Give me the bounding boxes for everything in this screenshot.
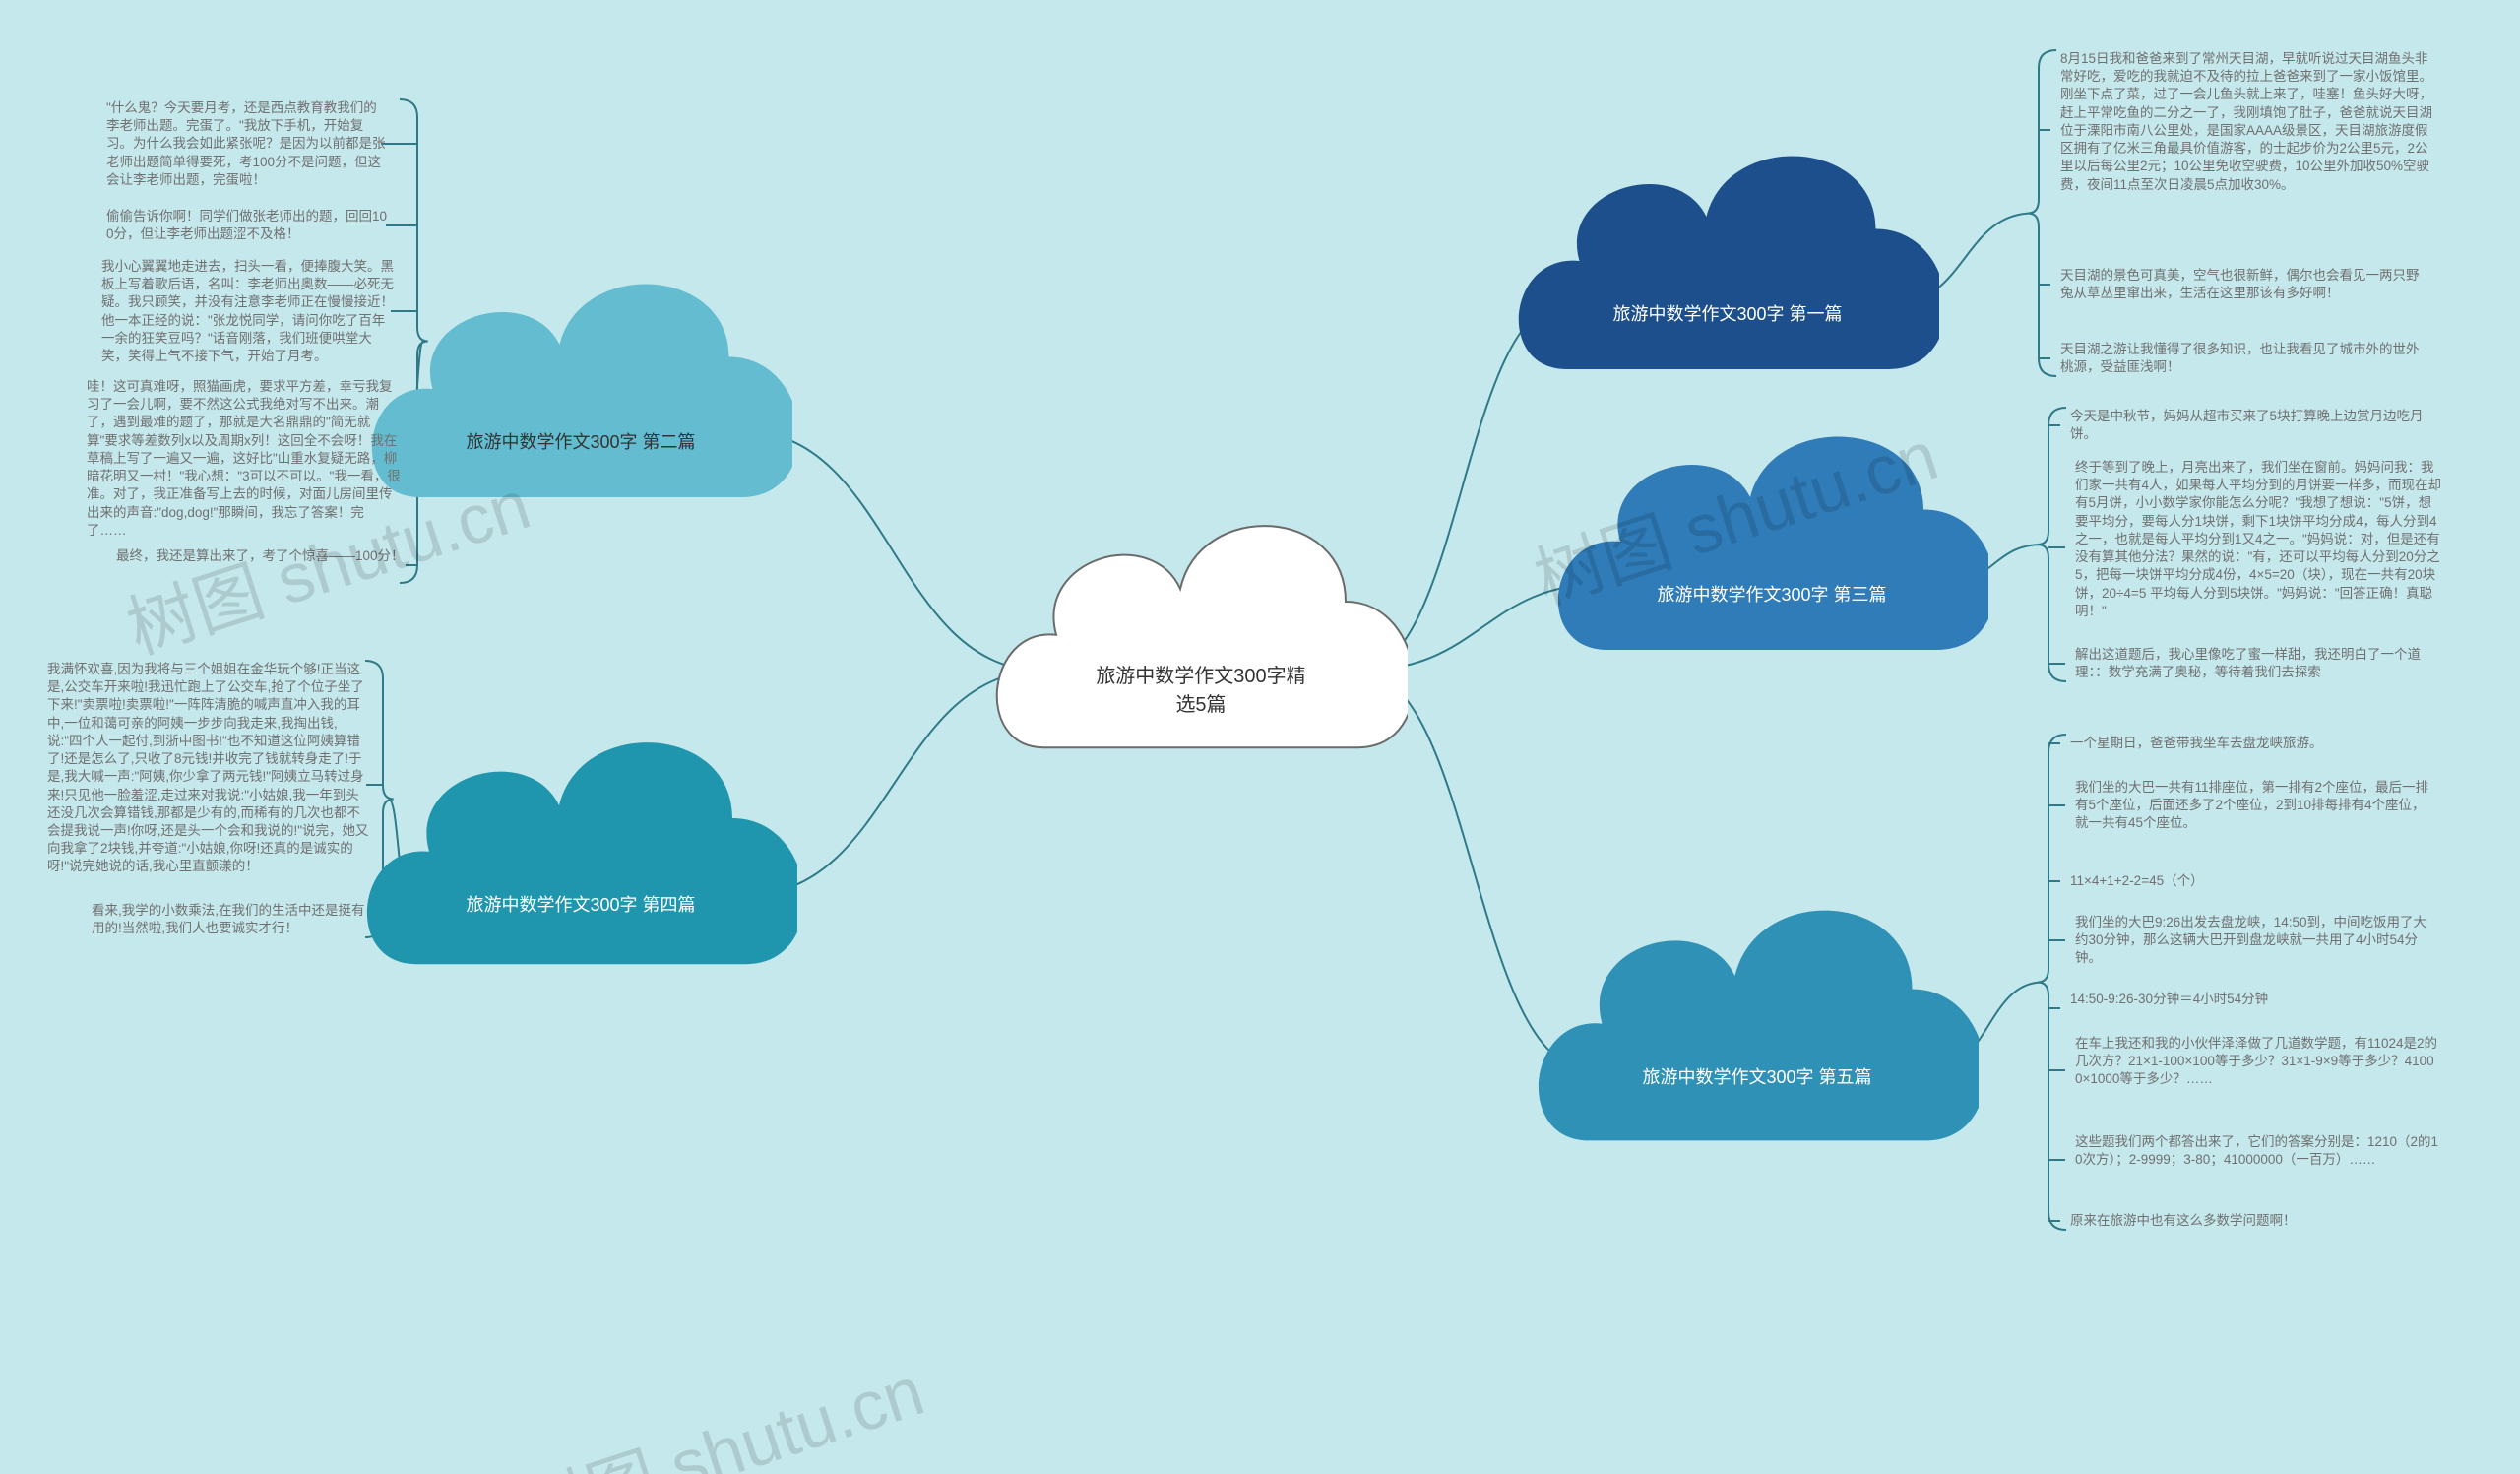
leaf-text: "什么鬼？今天要月考，还是西点教育教我们的李老师出题。完蛋了。"我放下手机，开始… [98, 94, 395, 195]
mindmap-canvas: 旅游中数学作文300字精 选5篇 旅游中数学作文300字 第一篇 8月15日我和爸爸… [0, 0, 2520, 1474]
leaf-text: 天目湖的景色可真美，空气也很新鲜，偶尔也会看见一两只野兔从草丛里窜出来，生活在这… [2052, 261, 2432, 308]
node-label: 旅游中数学作文300字精 选5篇 [994, 660, 1408, 717]
leaf-text: 这些题我们两个都答出来了，它们的答案分别是：1210（2的10次方）；2-999… [2067, 1127, 2447, 1175]
leaf-text: 一个星期日，爸爸带我坐车去盘龙峡旅游。 [2062, 729, 2432, 758]
node-label: 旅游中数学作文300字 第四篇 [364, 891, 797, 917]
leaf-text: 最终，我还是算出来了，考了个惊喜——100分！ [108, 542, 419, 571]
branch-b3: 旅游中数学作文300字 第三篇 [1555, 423, 1988, 670]
branch-b2: 旅游中数学作文300字 第二篇 [369, 271, 792, 517]
leaf-text: 我们坐的大巴一共有11排座位，第一排有2个座位，最后一排有5个座位，后面还多了2… [2067, 773, 2437, 839]
leaf-text: 我们坐的大巴9:26出发去盘龙峡，14:50到，中间吃饭用了大约30分钟，那么这… [2067, 908, 2442, 974]
center-node: 旅游中数学作文300字精 选5篇 [994, 512, 1408, 768]
leaf-text: 我满怀欢喜,因为我将与三个姐姐在金华玩个够!正当这是,公交车开来啦!我迅忙跑上了… [39, 655, 380, 882]
node-label: 旅游中数学作文300字 第一篇 [1516, 300, 1939, 326]
leaf-text: 11×4+1+2-2=45（个） [2062, 866, 2324, 896]
leaf-text: 原来在旅游中也有这么多数学问题啊！ [2062, 1206, 2403, 1236]
leaf-text: 终于等到了晚上，月亮出来了，我们坐在窗前。妈妈问我：我们家一共有4人，如果每人平… [2067, 453, 2452, 626]
watermark: 树图 shutu.cn [507, 1336, 935, 1474]
leaf-text: 今天是中秋节，妈妈从超市买来了5块打算晚上边赏月边吃月饼。 [2062, 402, 2442, 449]
leaf-text: 8月15日我和爸爸来到了常州天目湖，早就听说过天目湖鱼头非常好吃，爱吃的我就迫不… [2052, 44, 2442, 200]
leaf-text: 天目湖之游让我懂得了很多知识，也让我看见了城市外的世外桃源，受益匪浅啊！ [2052, 335, 2437, 382]
leaf-text: 14:50-9:26-30分钟＝4小时54分钟 [2062, 985, 2373, 1014]
node-label: 旅游中数学作文300字 第二篇 [369, 428, 792, 454]
node-label: 旅游中数学作文300字 第三篇 [1555, 581, 1988, 607]
branch-b5: 旅游中数学作文300字 第五篇 [1536, 896, 1979, 1162]
leaf-text: 看来,我学的小数乘法,在我们的生活中还是挺有用的!当然啦,我们人也要诚实才行！ [84, 896, 385, 943]
leaf-text: 偷偷告诉你啊！同学们做张老师出的题，回回100分，但让李老师出题涩不及格！ [98, 202, 400, 249]
leaf-text: 在车上我还和我的小伙伴泽泽做了几道数学题，有11024是2的几次方？21×1-1… [2067, 1029, 2447, 1095]
leaf-text: 我小心翼翼地走进去，扫头一看，便捧腹大笑。黑板上写着歌后语，名叫：李老师出奥数—… [94, 252, 405, 371]
node-label: 旅游中数学作文300字 第五篇 [1536, 1063, 1979, 1089]
leaf-text: 哇！这可真难呀，照猫画虎，要求平方差，幸亏我复习了一会儿啊，要不然这公式我绝对写… [79, 372, 410, 545]
branch-b4: 旅游中数学作文300字 第四篇 [364, 729, 797, 985]
leaf-text: 解出这道题后，我心里像吃了蜜一样甜，我还明白了一个道理：：数学充满了奥秘，等待着… [2067, 640, 2442, 687]
branch-b1: 旅游中数学作文300字 第一篇 [1516, 143, 1939, 389]
